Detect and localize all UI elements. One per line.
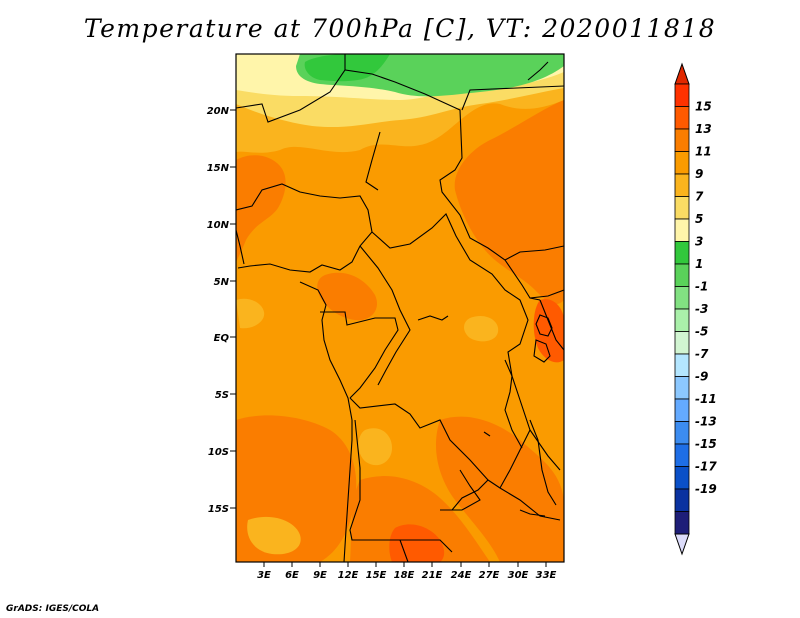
colorbar-swatch [674,376,690,400]
colorbar-label: 11 [695,145,712,159]
coastlines [236,61,557,562]
lat-label-5n: 5N [214,277,230,288]
colorbar: 15 13 11 9 7 5 3 1 -1 -3 -5 -7 -9 -11 -13 -15 -17 -19 [674,62,717,556]
colorbar-label: -5 [695,325,708,339]
colorbar-swatch [674,83,690,107]
map-frame [235,53,565,563]
field-light-patch-2 [464,315,499,342]
colorbar-swatch [674,398,690,422]
temperature-field [236,54,564,562]
colorbar-swatch [674,488,690,512]
colorbar-label: -15 [695,437,717,451]
colorbar-label: -1 [695,280,708,294]
colorbar-swatch [674,263,690,287]
colorbar-swatch [674,173,690,197]
longitude-axis [263,562,547,567]
colorbar-label: 13 [695,122,712,136]
field-southeast-warm [435,416,564,562]
colorbar-swatch [674,151,690,175]
lon-label-6e: 6E [285,570,299,581]
field-center-warm [317,272,378,321]
colorbar-swatch [674,106,690,130]
lon-label-27e: 27E [479,570,500,581]
colorbar-swatch [674,466,690,490]
lat-label-15n: 15N [207,163,230,174]
colorbar-swatch [674,443,690,467]
field-light-patch-4 [358,428,392,466]
colorbar-label: 5 [695,212,703,226]
lon-label-3e: 3E [257,570,271,581]
colorbar-label: 7 [695,190,704,204]
lat-label-10n: 10N [207,220,230,231]
lon-label-33e: 33E [536,570,557,581]
colorbar-swatch [674,218,690,242]
field-north-darkgreen [304,54,390,82]
lat-label-20n: 20N [207,106,230,117]
lat-label-10s: 10S [208,447,229,458]
lon-label-9e: 9E [313,570,327,581]
grads-credit: GrADS: IGES/COLA [6,604,100,614]
field-light-patch-1 [236,298,265,329]
lon-label-15e: 15E [366,570,387,581]
colorbar-label: -13 [695,415,717,429]
colorbar-swatch [674,286,690,310]
lon-label-30e: 30E [508,570,529,581]
field-west-warm [236,155,286,262]
colorbar-swatch [674,511,690,535]
colorbar-label: -11 [695,392,717,406]
lat-label-5s: 5S [215,390,229,401]
country-borders [236,54,564,562]
colorbar-label: -9 [695,370,708,384]
latitude-axis [230,109,236,509]
colorbar-swatch [674,353,690,377]
colorbar-swatch [674,308,690,332]
lon-label-18e: 18E [394,570,415,581]
lon-label-21e: 21E [422,570,443,581]
colorbar-label: 15 [695,100,712,114]
lon-label-12e: 12E [338,570,359,581]
colorbar-top-arrow [674,62,690,85]
colorbar-label: -19 [695,482,717,496]
colorbar-swatch [674,241,690,265]
colorbar-bottom-arrow [674,533,690,556]
field-light-patch-3 [247,516,301,555]
colorbar-swatch [674,421,690,445]
lat-label-15s: 15S [208,504,229,515]
field-hot-spot [389,524,445,562]
map-title: Temperature at 700hPa [C], VT: 202001181… [83,14,717,43]
colorbar-label: 1 [695,257,703,271]
colorbar-label: -3 [695,302,708,316]
lon-label-24e: 24E [451,570,472,581]
colorbar-swatch [674,128,690,152]
colorbar-label: -7 [695,347,709,361]
lat-label-eq: EQ [214,333,230,344]
colorbar-swatch [674,331,690,355]
colorbar-label: 9 [695,167,703,181]
colorbar-label: 3 [695,235,703,249]
field-east-warm [454,100,564,305]
colorbar-swatch [674,196,690,220]
colorbar-label: -17 [695,460,717,474]
